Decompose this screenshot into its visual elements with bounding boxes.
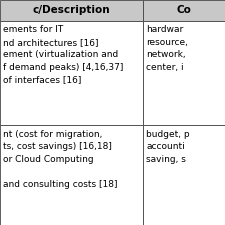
Bar xyxy=(143,125,225,225)
Bar xyxy=(143,21,225,125)
Bar xyxy=(0,0,143,21)
Text: nt (cost for migration,
ts, cost savings) [16,18]
or Cloud Computing

and consul: nt (cost for migration, ts, cost savings… xyxy=(3,130,118,189)
Bar xyxy=(0,21,143,125)
Text: budget, p
accounti
saving, s: budget, p accounti saving, s xyxy=(146,130,190,164)
Text: c/Description: c/Description xyxy=(33,5,110,15)
Bar xyxy=(143,0,225,21)
Text: hardwar
resource,
network,
center, i: hardwar resource, network, center, i xyxy=(146,25,188,72)
Text: ements for IT
nd architectures [16]
ement (virtualization and
f demand peaks) [4: ements for IT nd architectures [16] emen… xyxy=(3,25,124,84)
Bar xyxy=(0,125,143,225)
Text: Co: Co xyxy=(176,5,191,15)
